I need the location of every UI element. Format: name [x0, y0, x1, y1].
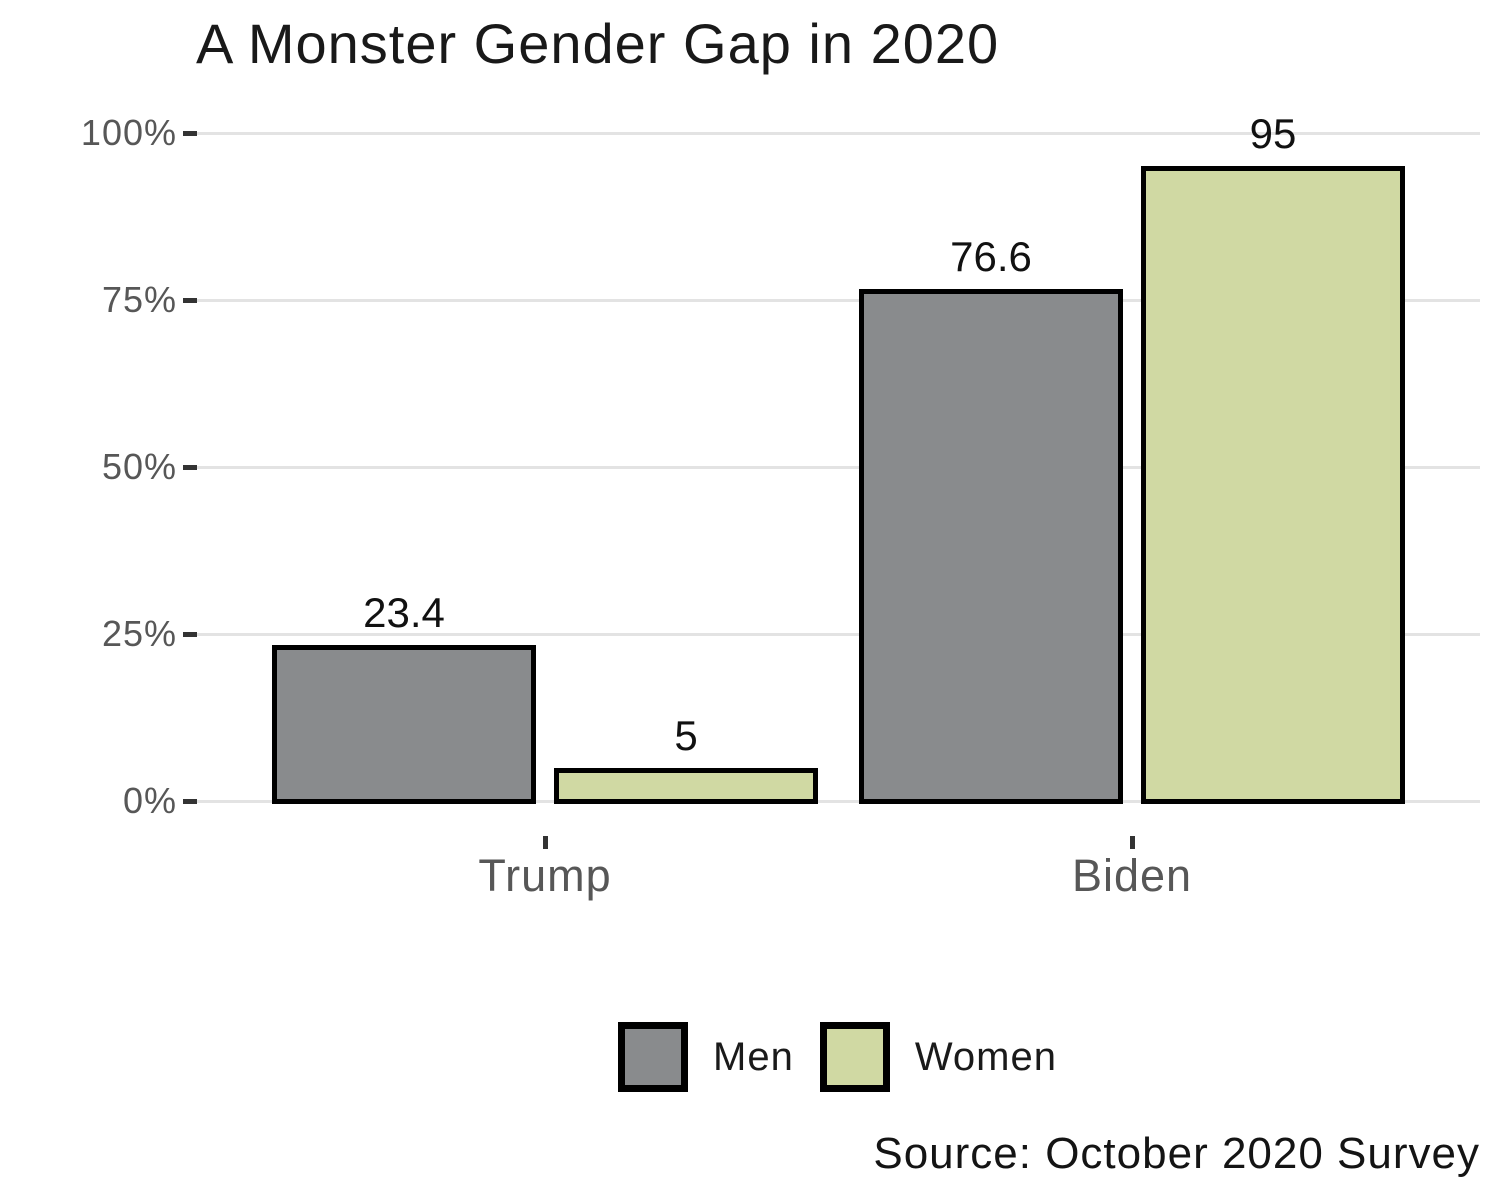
legend: Men Women	[195, 1022, 1480, 1092]
y-axis-tick	[183, 798, 197, 804]
legend-item-women: Women	[819, 1022, 1057, 1092]
gridline-25%	[195, 632, 1480, 636]
chart-title: A Monster Gender Gap in 2020	[196, 12, 1000, 75]
bar-biden-women	[1141, 166, 1405, 804]
legend-item-men: Men	[618, 1022, 794, 1092]
y-axis-tick	[183, 297, 197, 303]
y-axis-label: 75%	[101, 279, 177, 320]
y-axis-label: 100%	[80, 112, 177, 153]
y-axis-label: 0%	[122, 780, 177, 821]
bar-value-label: 95	[1249, 110, 1297, 158]
bar-trump-women	[554, 767, 818, 804]
bar-biden-men	[859, 289, 1123, 804]
bar-value-label: 5	[674, 711, 698, 759]
legend-label-women: Women	[914, 1034, 1057, 1079]
gridline-100%	[195, 131, 1480, 135]
gridline-50%	[195, 465, 1480, 469]
y-axis-label: 50%	[101, 446, 177, 487]
y-axis-label: 25%	[101, 613, 177, 654]
y-axis-tick	[183, 130, 197, 136]
y-axis-tick	[183, 464, 197, 470]
x-axis-tick	[1129, 836, 1135, 849]
x-axis-label-biden: Biden	[1071, 850, 1193, 901]
women-swatch-icon	[819, 1022, 890, 1092]
legend-label-men: Men	[713, 1034, 794, 1079]
bar-trump-men	[272, 644, 536, 804]
source-note: Source: October 2020 Survey	[873, 1129, 1480, 1178]
gridline-75%	[195, 298, 1480, 302]
x-axis-tick	[542, 836, 548, 849]
gridline-0%	[195, 799, 1480, 803]
bar-value-label: 76.6	[950, 233, 1032, 281]
y-axis-tick	[183, 631, 197, 637]
x-axis-label-trump: Trump	[478, 850, 612, 901]
men-swatch-icon	[618, 1022, 689, 1092]
bar-value-label: 23.4	[363, 588, 445, 636]
